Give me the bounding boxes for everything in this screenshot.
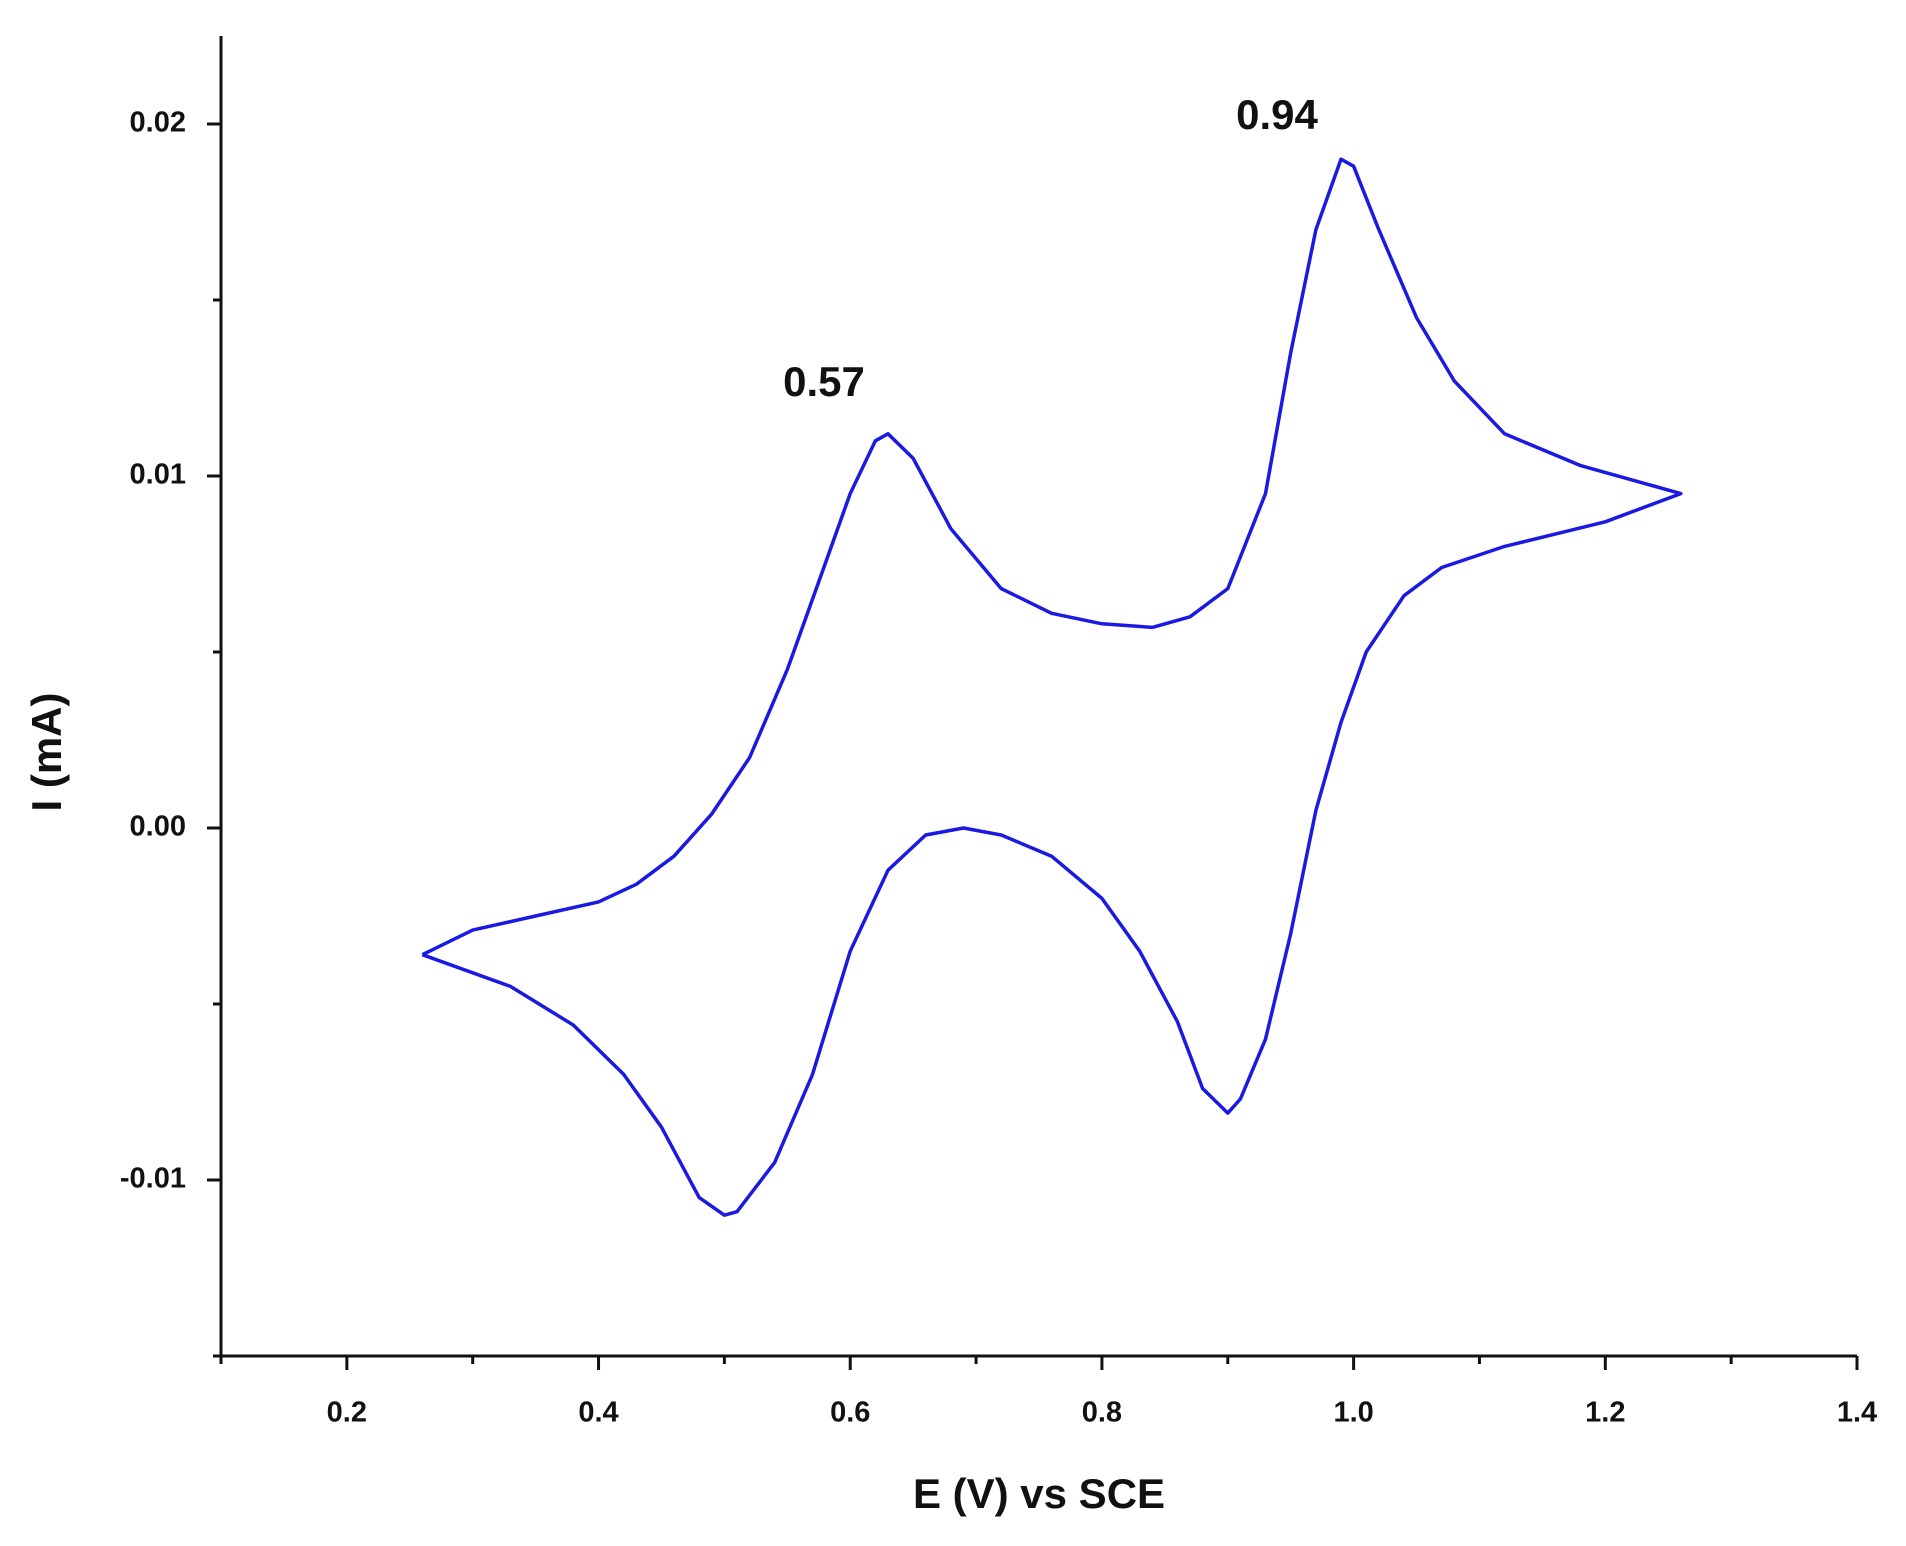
y-axis-label: I (mA) xyxy=(23,693,70,812)
x-tick-label: 0.6 xyxy=(830,1397,870,1429)
y-tick-label: -0.01 xyxy=(120,1163,186,1195)
x-tick-label: 0.2 xyxy=(327,1397,367,1429)
y-tick-label: 0.00 xyxy=(130,811,186,843)
x-tick-label: 1.4 xyxy=(1837,1397,1877,1429)
x-tick-label: 1.2 xyxy=(1585,1397,1625,1429)
y-tick-label: 0.01 xyxy=(130,459,186,491)
cv-curve xyxy=(421,157,1683,1217)
x-tick-label: 1.0 xyxy=(1333,1397,1373,1429)
annotation: 0.57 xyxy=(783,358,865,405)
x-axis-label: E (V) vs SCE xyxy=(913,1470,1165,1517)
y-tick-label: 0.02 xyxy=(130,107,186,139)
annotation: 0.94 xyxy=(1236,91,1318,138)
x-tick-label: 0.4 xyxy=(578,1397,618,1429)
x-tick-label: 0.8 xyxy=(1082,1397,1122,1429)
